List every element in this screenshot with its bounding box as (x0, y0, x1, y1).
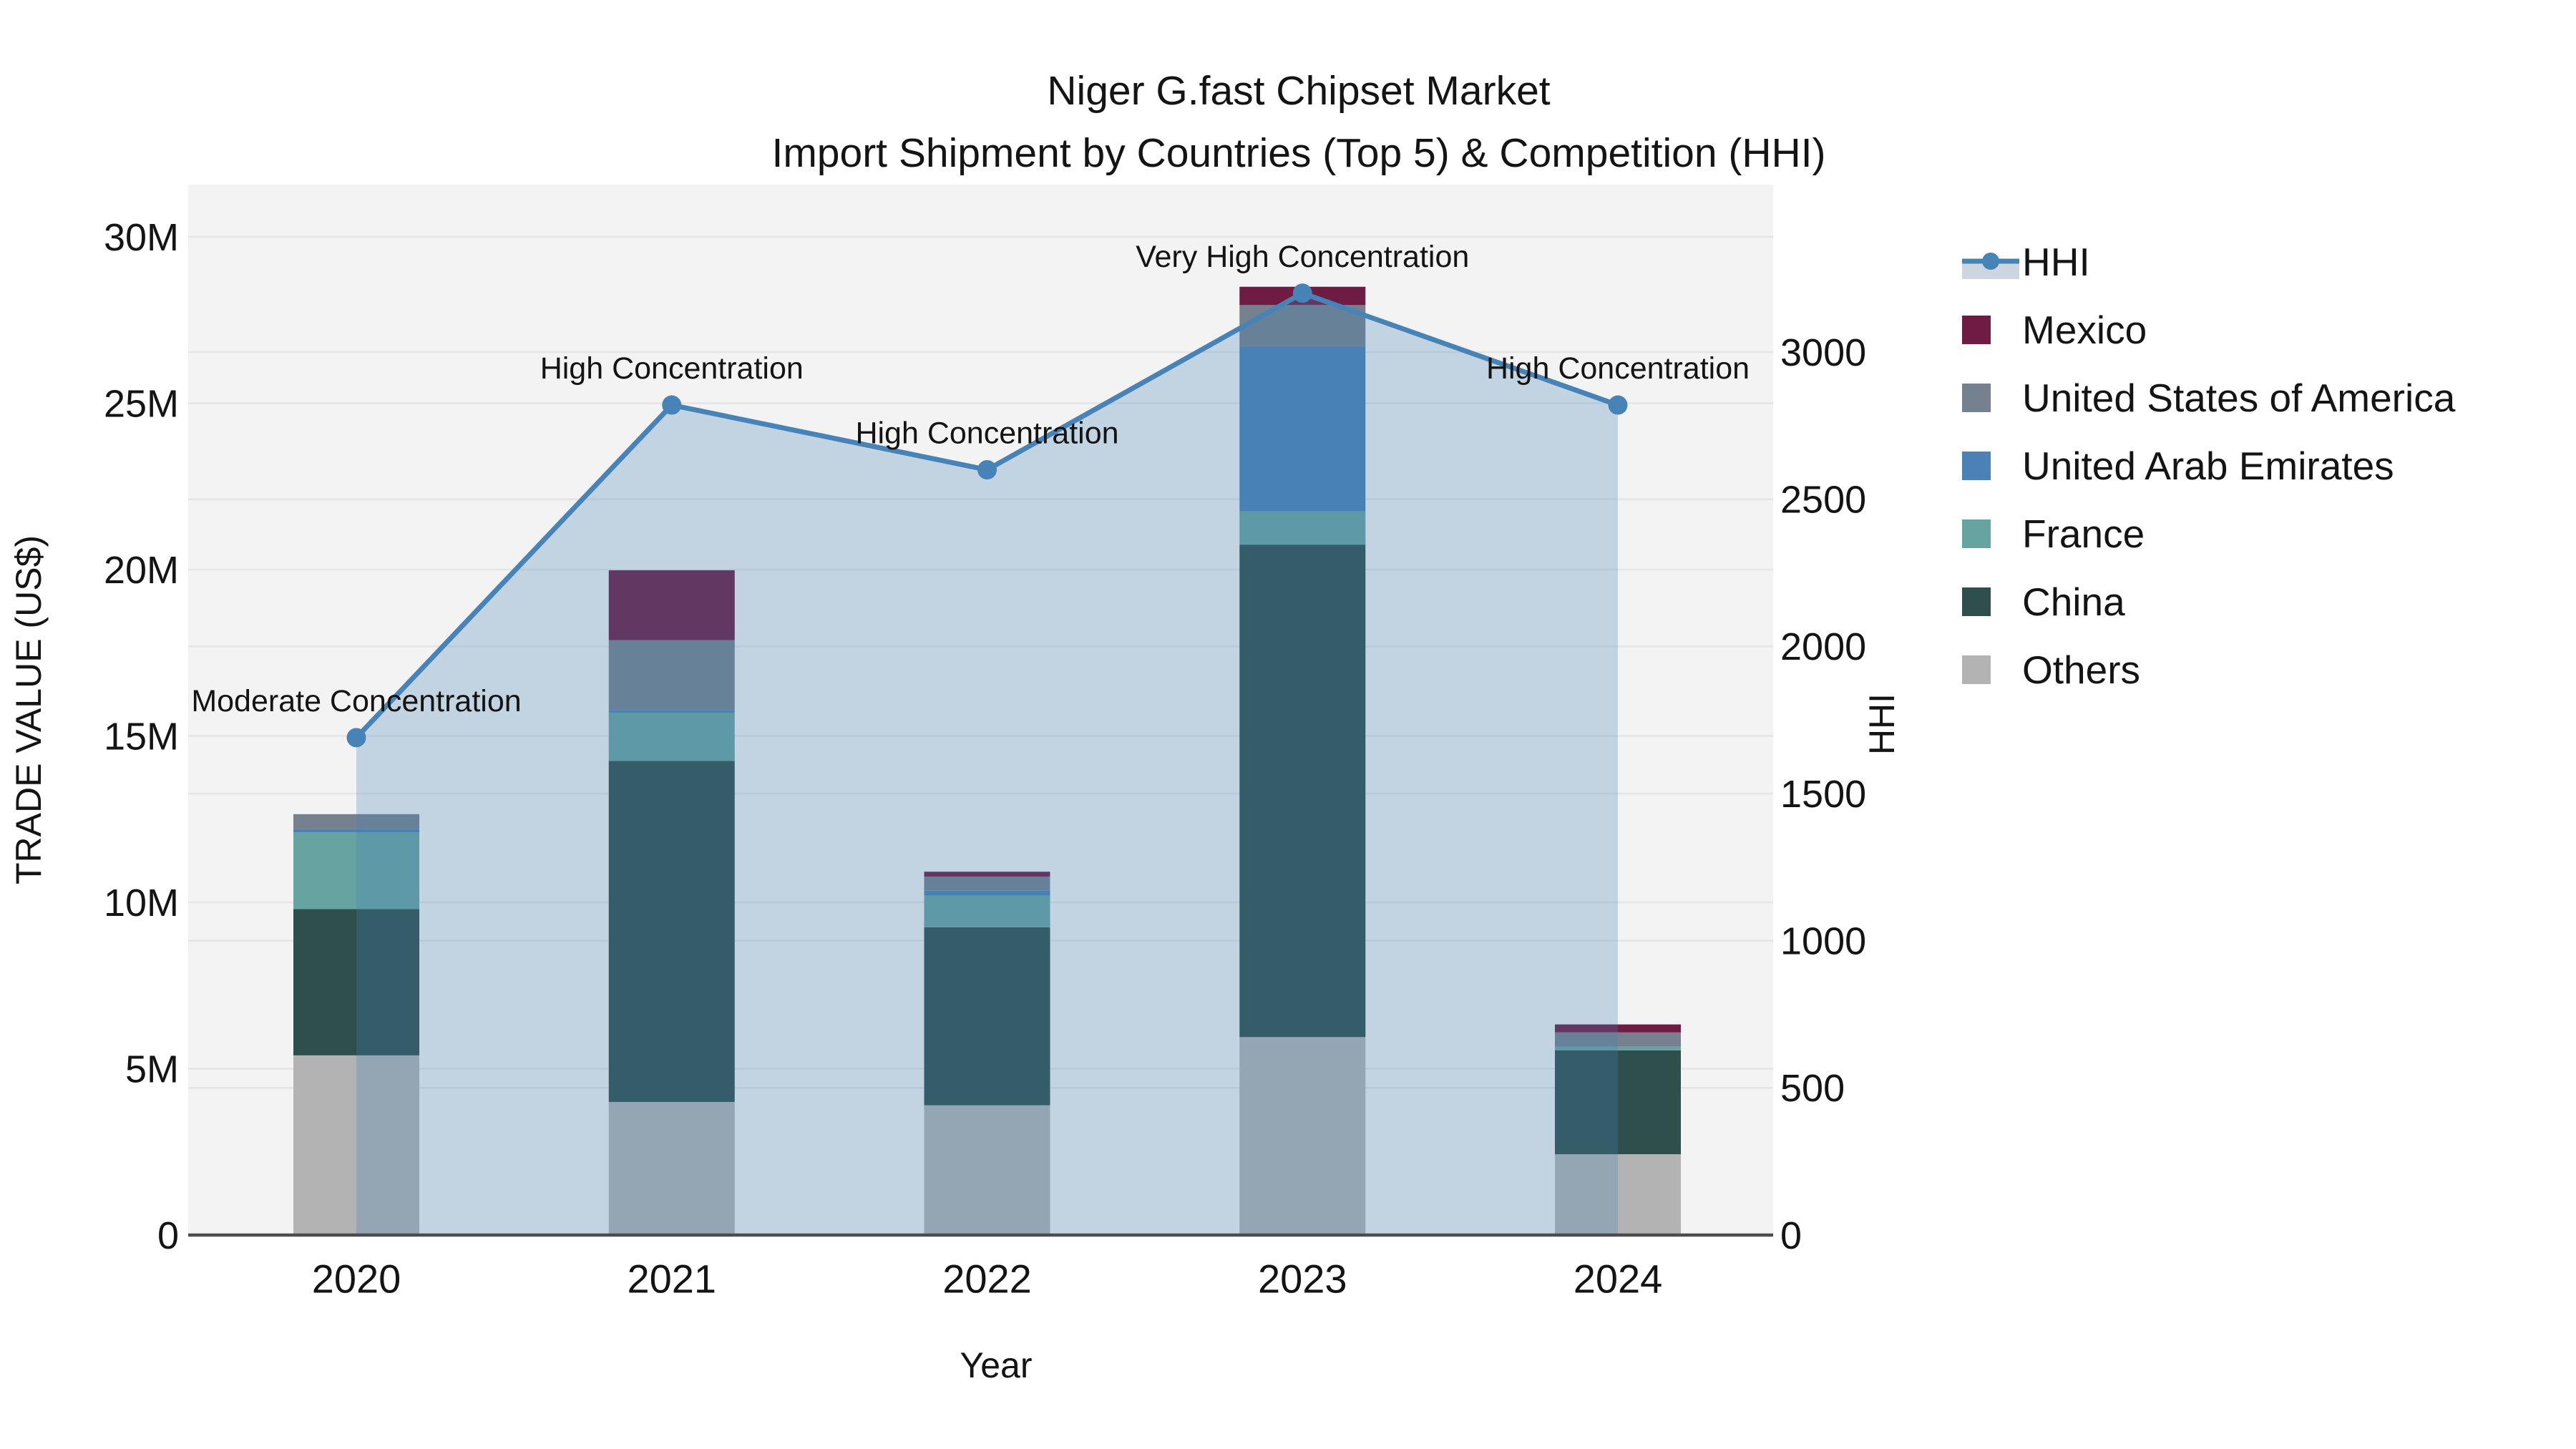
legend-item-china: China (1962, 567, 2455, 635)
hhi-marker-2023 (1292, 283, 1312, 303)
bar-segment-united-arab-emirates-2020 (293, 829, 419, 833)
legend-item-hhi: HHI (1962, 228, 2455, 296)
color-swatch-icon (1962, 315, 1991, 344)
bar-segment-others-2021 (608, 1102, 735, 1235)
annotation-2022: High Concentration (855, 416, 1118, 451)
legend-label-others: Others (2022, 647, 2141, 692)
bar-segment-others-2023 (1239, 1037, 1366, 1235)
legend-item-others: Others (1962, 635, 2455, 703)
bar-segment-others-2024 (1555, 1154, 1681, 1235)
legend-swatch-united-states-of-america (1962, 383, 2022, 412)
legend-swatch-china (1962, 587, 2022, 616)
annotation-2023: Very High Concentration (1136, 240, 1469, 274)
bar-segment-others-2022 (924, 1105, 1050, 1235)
legend-item-united-states-of-america: United States of America (1962, 364, 2455, 431)
chart-title: Niger G.fast Chipset Market Import Shipm… (771, 60, 1825, 184)
color-swatch-icon (1962, 655, 1991, 684)
bar-segment-united-states-of-america-2024 (1555, 1032, 1681, 1047)
x-tick-label-2023: 2023 (1258, 1257, 1347, 1302)
y-right-tick-label: 0 (1780, 1214, 1802, 1257)
color-swatch-icon (1962, 451, 1991, 480)
legend-label-hhi: HHI (2022, 239, 2090, 284)
legend-swatch-united-arab-emirates (1962, 451, 2022, 480)
bar-segment-united-states-of-america-2022 (924, 877, 1050, 891)
bar-segment-mexico-2022 (924, 872, 1050, 877)
y-right-tick-label: 1000 (1780, 920, 1866, 963)
annotation-2024: High Concentration (1486, 351, 1750, 386)
bar-segment-france-2024 (1555, 1046, 1681, 1050)
legend: HHI Mexico United States of America United … (1962, 228, 2455, 703)
x-tick-label-2021: 2021 (627, 1257, 716, 1302)
y-right-tick-label: 2500 (1780, 479, 1866, 522)
y-left-tick-label: 5M (125, 1048, 179, 1091)
y-right-tick-label: 2000 (1780, 625, 1866, 668)
y-left-tick-label: 10M (104, 882, 179, 924)
hhi-area-fill (356, 293, 1618, 1235)
legend-item-mexico: Mexico (1962, 296, 2455, 364)
bar-segment-united-arab-emirates-2022 (924, 890, 1050, 896)
color-swatch-icon (1962, 587, 1991, 616)
y-axis-right-title: HHI (1862, 693, 1902, 756)
bar-segment-china-2020 (293, 909, 419, 1055)
bar-segment-mexico-2024 (1555, 1024, 1681, 1033)
x-axis-title: Year (960, 1345, 1033, 1385)
color-swatch-icon (1962, 383, 1991, 412)
legend-label-china: China (2022, 579, 2125, 624)
bar-segment-china-2023 (1239, 545, 1366, 1038)
chart-title-line2: Import Shipment by Countries (Top 5) & C… (771, 130, 1826, 176)
y-left-tick-label: 15M (104, 715, 179, 758)
hhi-marker-2022 (977, 460, 997, 480)
y-left-tick-label: 25M (104, 382, 179, 425)
y-right-tick-label: 1500 (1780, 773, 1866, 816)
legend-swatch-others (1962, 655, 2022, 684)
x-tick-label-2022: 2022 (942, 1257, 1032, 1302)
legend-label-france: France (2022, 511, 2145, 556)
bar-segment-others-2020 (293, 1055, 419, 1235)
legend-label-united-states-of-america: United States of America (2022, 375, 2456, 420)
bar-segment-united-states-of-america-2023 (1239, 305, 1366, 347)
bar-segment-united-arab-emirates-2021 (608, 710, 735, 713)
legend-swatch-mexico (1962, 315, 2022, 344)
x-tick-label-2020: 2020 (312, 1257, 401, 1302)
y-axis-left-title: TRADE VALUE (US$) (9, 535, 49, 885)
bar-segment-france-2021 (608, 712, 735, 761)
hhi-line-icon (1962, 242, 2022, 282)
y-left-tick-label: 30M (104, 216, 179, 259)
y-left-tick-label: 0 (157, 1214, 179, 1257)
y-left-tick-label: 20M (104, 549, 179, 592)
hhi-marker-2024 (1608, 395, 1628, 415)
annotation-2020: Moderate Concentration (191, 684, 521, 718)
chart-title-line1: Niger G.fast Chipset Market (1047, 68, 1551, 114)
bar-segment-france-2022 (924, 895, 1050, 927)
bar-segment-france-2020 (293, 832, 419, 909)
legend-swatch-france (1962, 519, 2022, 548)
y-right-tick-label: 3000 (1780, 331, 1866, 374)
bar-segment-china-2022 (924, 927, 1050, 1106)
x-tick-label-2024: 2024 (1574, 1257, 1663, 1302)
legend-label-mexico: Mexico (2022, 307, 2147, 352)
bar-segment-united-arab-emirates-2023 (1239, 346, 1366, 512)
bar-segment-china-2021 (608, 761, 735, 1102)
bar-segment-united-states-of-america-2020 (293, 814, 419, 829)
hhi-marker-2021 (662, 395, 682, 415)
bar-segment-united-states-of-america-2021 (608, 640, 735, 711)
color-swatch-icon (1962, 519, 1991, 548)
hhi-marker-2020 (346, 728, 366, 748)
bar-segment-china-2024 (1555, 1050, 1681, 1155)
bar-segment-france-2023 (1239, 511, 1366, 545)
legend-label-united-arab-emirates: United Arab Emirates (2022, 443, 2394, 488)
y-right-tick-label: 500 (1780, 1067, 1845, 1110)
legend-item-united-arab-emirates: United Arab Emirates (1962, 431, 2455, 499)
annotation-2021: High Concentration (540, 351, 804, 386)
legend-item-france: France (1962, 499, 2455, 567)
bar-segment-mexico-2021 (608, 570, 735, 640)
